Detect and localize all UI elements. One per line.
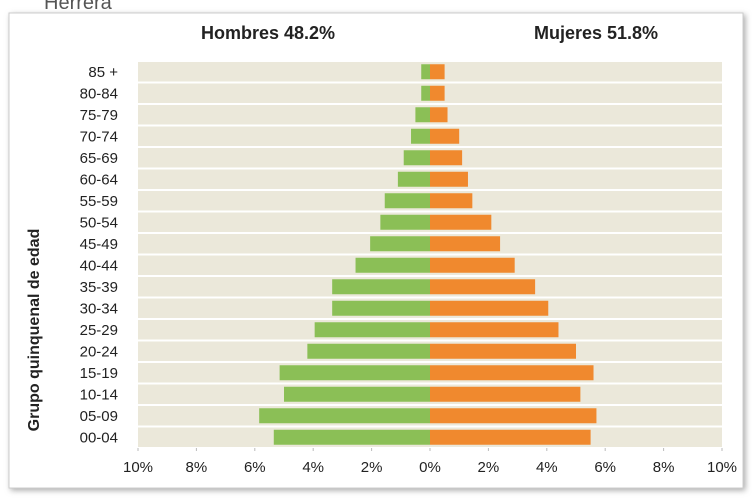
y-tick-label: 55-59 <box>80 193 118 210</box>
y-tick-label: 15-19 <box>80 365 118 382</box>
bar <box>430 365 594 381</box>
y-tick-label: 20-24 <box>80 343 118 360</box>
male-header: Hombres 48.2% <box>201 23 335 43</box>
y-tick-label: 85 + <box>88 64 118 81</box>
bar <box>430 171 468 187</box>
bar <box>421 64 430 80</box>
bar <box>430 300 549 316</box>
y-tick-label: 45-49 <box>80 236 118 253</box>
bar <box>430 408 597 424</box>
x-tick-label: 0% <box>419 459 441 476</box>
bar <box>430 386 581 402</box>
bar <box>273 429 430 445</box>
bar <box>307 343 430 359</box>
bar <box>415 107 430 123</box>
bar <box>430 150 463 166</box>
y-tick-label: 50-54 <box>80 214 118 231</box>
x-tick-label: 2% <box>361 459 383 476</box>
bar <box>430 257 515 273</box>
y-tick-label: 40-44 <box>80 257 118 274</box>
bar <box>430 429 591 445</box>
bar <box>332 279 430 295</box>
y-tick-label: 10-14 <box>80 386 118 403</box>
female-header: Mujeres 51.8% <box>534 23 658 43</box>
page-header: Herrera <box>44 0 113 14</box>
y-tick-label: 25-29 <box>80 322 118 339</box>
bar <box>430 322 559 338</box>
x-tick-label: 6% <box>244 459 266 476</box>
bar <box>370 236 430 252</box>
bar <box>430 214 492 230</box>
bar <box>403 150 430 166</box>
bar <box>430 85 445 101</box>
bar <box>332 300 430 316</box>
bar <box>430 107 448 123</box>
y-tick-label: 30-34 <box>80 300 118 317</box>
y-tick-label: 60-64 <box>80 171 118 188</box>
bar <box>259 408 430 424</box>
y-axis-label: Grupo quinquenal de edad <box>26 229 43 432</box>
x-tick-label: 2% <box>478 459 500 476</box>
bar <box>355 257 430 273</box>
y-tick-label: 65-69 <box>80 150 118 167</box>
x-tick-label: 10% <box>707 459 737 476</box>
bar <box>314 322 430 338</box>
y-tick-label: 35-39 <box>80 279 118 296</box>
bar <box>284 386 430 402</box>
bar <box>397 171 430 187</box>
x-tick-label: 4% <box>302 459 324 476</box>
bar <box>430 64 445 80</box>
y-tick-label: 05-09 <box>80 408 118 425</box>
bar <box>279 365 430 381</box>
bar <box>430 343 576 359</box>
bar <box>411 128 430 144</box>
bar <box>421 85 430 101</box>
y-tick-label: 00-04 <box>80 429 118 446</box>
y-tick-label: 75-79 <box>80 107 118 124</box>
bar <box>430 193 473 209</box>
x-tick-label: 8% <box>186 459 208 476</box>
x-tick-label: 6% <box>594 459 616 476</box>
bar <box>384 193 430 209</box>
x-tick-label: 8% <box>653 459 675 476</box>
bar <box>430 236 501 252</box>
x-tick-label: 10% <box>123 459 153 476</box>
y-tick-label: 70-74 <box>80 128 118 145</box>
bar <box>430 279 536 295</box>
bar <box>380 214 430 230</box>
y-tick-label: 80-84 <box>80 85 118 102</box>
bar <box>430 128 460 144</box>
x-tick-label: 4% <box>536 459 558 476</box>
